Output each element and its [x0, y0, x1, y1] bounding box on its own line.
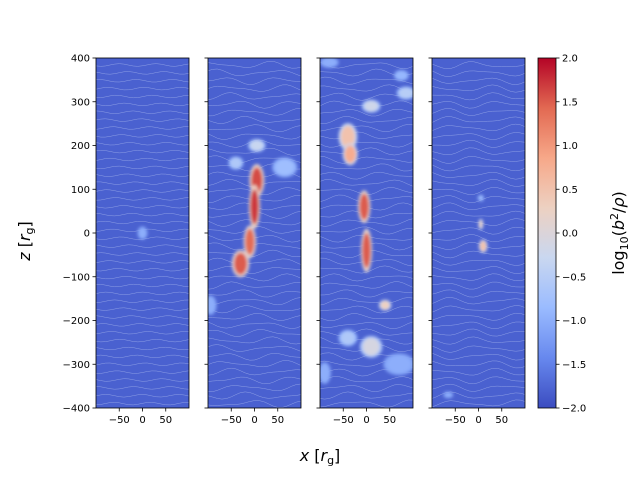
- feature-core: [387, 355, 411, 373]
- panel-1: −400 −300 −200 −100 0 100 200 300 400 −50 0 50: [63, 54, 190, 426]
- feature-core: [320, 364, 330, 382]
- colorbar-tick-label: 0.0: [562, 229, 578, 240]
- feature-core: [362, 338, 380, 356]
- y-axis-title: z [rg]: [15, 221, 36, 262]
- feature-core: [359, 193, 369, 220]
- x-tick-label: 0: [139, 415, 145, 426]
- y-tick-label: 200: [71, 141, 90, 152]
- x-tick-label: −50: [445, 415, 466, 426]
- colorbar-title: log10(b2/ρ): [608, 191, 631, 275]
- colorbar-gradient: [537, 57, 557, 409]
- panel-2: −50 0 50: [204, 57, 302, 426]
- y-tick-label: −300: [63, 360, 90, 371]
- colorbar-tick-label: 2.0: [562, 54, 578, 65]
- x-tick-label: 50: [159, 415, 172, 426]
- feature-core: [364, 100, 379, 112]
- field-streamlines: [432, 61, 525, 408]
- y-tick-label: −100: [63, 272, 90, 283]
- feature-core: [362, 233, 371, 268]
- x-tick-label: 50: [495, 415, 508, 426]
- colorbar-tick-label: −1.0: [562, 316, 586, 327]
- feature-core: [478, 219, 483, 229]
- x-tick-label: 0: [251, 415, 257, 426]
- feature-core: [399, 87, 413, 99]
- colorbar-tick-label: 1.0: [562, 141, 578, 152]
- panel-4: −50 0 50: [428, 57, 526, 426]
- feature-core: [380, 300, 390, 310]
- feature-core: [344, 145, 356, 163]
- colorbar-tick-label: 1.5: [562, 97, 578, 108]
- y-tick-label: −200: [63, 316, 90, 327]
- feature-core: [340, 331, 355, 345]
- x-tick-label: −50: [333, 415, 354, 426]
- colorbar: −2.0 −1.5 −1.0 −0.5 0.0 0.5 1.0 1.5 2.0: [537, 54, 586, 415]
- axis-labels: x [rg] z [rg] log10(b2/ρ): [15, 191, 631, 467]
- panels-group: −400 −300 −200 −100 0 100 200 300 400 −50 0 50 −50 0 5…: [63, 54, 526, 426]
- feature-core: [230, 157, 242, 169]
- x-tick-label: 50: [383, 415, 396, 426]
- feature-core: [245, 228, 255, 255]
- x-tick-label: −50: [109, 415, 130, 426]
- feature-core: [250, 189, 259, 225]
- colorbar-tick-label: −2.0: [562, 404, 586, 415]
- x-axis-title: x [rg]: [299, 446, 341, 467]
- feature-core: [478, 195, 484, 201]
- feature-core: [208, 297, 215, 314]
- panel-background: [432, 58, 525, 408]
- feature-core: [395, 71, 407, 80]
- feature-core: [322, 58, 337, 67]
- y-tick-label: 0: [84, 229, 90, 240]
- x-tick-label: 0: [363, 415, 369, 426]
- colorbar-tick-label: −0.5: [562, 272, 586, 283]
- feature-core: [340, 125, 355, 148]
- x-tick-label: 0: [475, 415, 481, 426]
- x-tick-label: −50: [221, 415, 242, 426]
- y-tick-label: −400: [63, 404, 90, 415]
- feature-core: [234, 252, 248, 275]
- panel-3: −50 0 50: [316, 57, 414, 426]
- y-tick-label: 100: [71, 185, 90, 196]
- feature-core: [444, 392, 452, 398]
- y-tick-label: 400: [71, 54, 90, 65]
- feature-core: [138, 227, 147, 239]
- colorbar-tick-label: −1.5: [562, 360, 586, 371]
- feature-core: [250, 140, 264, 151]
- feature-core: [479, 240, 487, 252]
- colorbar-tick-label: 0.5: [562, 185, 578, 196]
- x-tick-label: 50: [271, 415, 284, 426]
- y-tick-label: 300: [71, 97, 90, 108]
- feature-core: [275, 159, 295, 176]
